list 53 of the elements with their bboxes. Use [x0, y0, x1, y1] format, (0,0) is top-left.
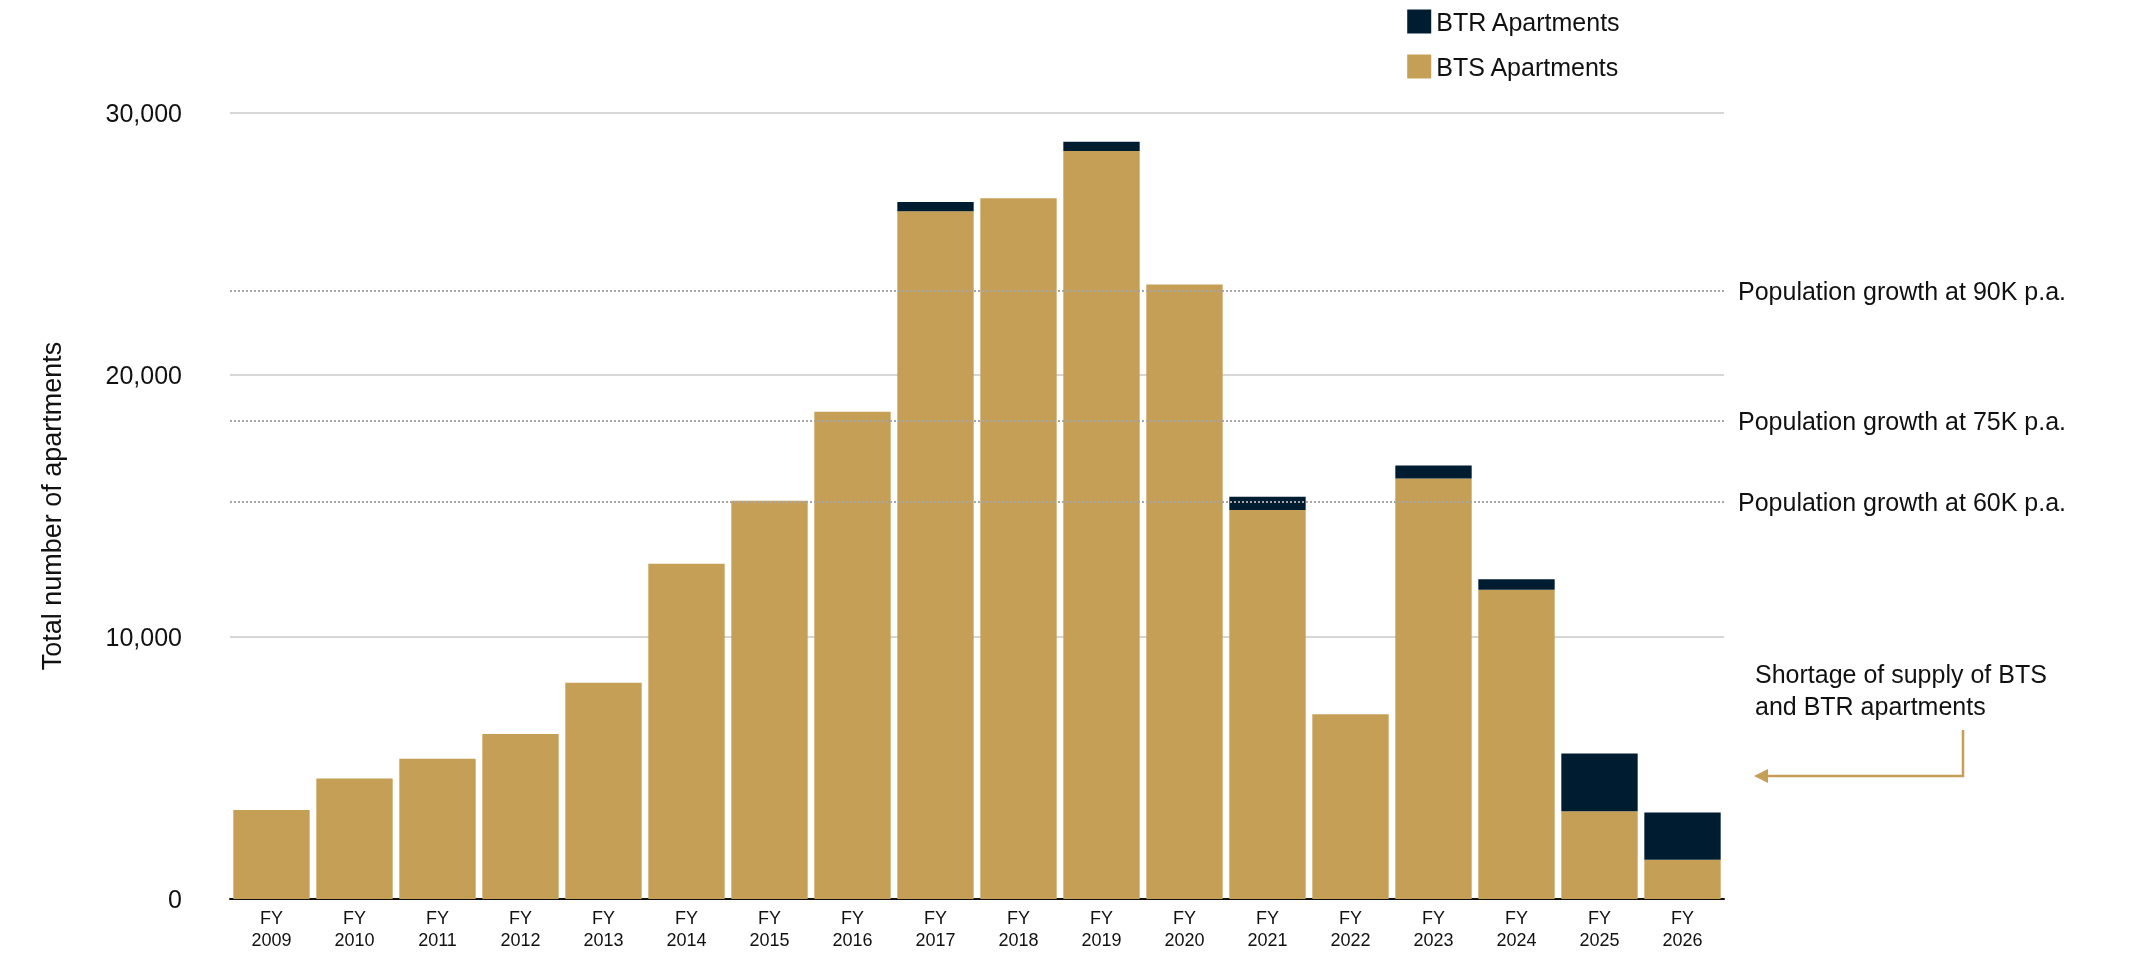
bar: [1478, 579, 1555, 590]
ref-line-label: Population growth at 90K p.a.: [1738, 277, 2067, 306]
bar: [482, 733, 559, 899]
bar: [1644, 812, 1721, 860]
bar: [1395, 465, 1472, 479]
x-tick-label: FY 2017: [915, 908, 956, 950]
bar: [316, 778, 393, 899]
y-tick-label: 30,000: [105, 99, 182, 127]
x-tick-label: FY 2014: [666, 908, 707, 950]
bar: [897, 211, 974, 899]
bar: [814, 411, 891, 899]
x-tick-label: FY 2012: [500, 908, 541, 950]
x-tick-label: FY 2009: [251, 908, 292, 950]
bar: [1561, 811, 1638, 899]
bar: [1312, 714, 1389, 899]
x-tick-label: FY 2013: [583, 908, 624, 950]
text: Shortage of supply of BTS and BTR apartments: [1755, 659, 2048, 722]
x-tick-label: FY 2021: [1247, 908, 1288, 950]
x-tick-label: FY 2015: [749, 908, 790, 950]
x-tick-label: FY 2022: [1330, 908, 1371, 950]
y-tick-label: 10,000: [105, 623, 182, 651]
ref-line-label: Population growth at 60K p.a.: [1738, 488, 2067, 517]
bar: [1561, 753, 1638, 812]
bar: [399, 758, 476, 899]
bar: [1644, 859, 1721, 899]
x-tick-label: FY 2018: [998, 908, 1039, 950]
x-tick-label: FY 2020: [1164, 908, 1205, 950]
legend-label: BTS Apartments: [1436, 52, 1619, 81]
x-tick-label: FY 2025: [1579, 908, 1620, 950]
x-tick-label: FY 2019: [1081, 908, 1122, 950]
x-tick-label: FY 2016: [832, 908, 873, 950]
bar: [565, 682, 642, 899]
bar: [731, 500, 808, 899]
x-tick-label: FY 2010: [334, 908, 375, 950]
ref-line-label: Population growth at 75K p.a.: [1738, 406, 2067, 435]
bar: [233, 809, 310, 899]
bar: [897, 202, 974, 212]
bar: [980, 198, 1057, 899]
bar: [1063, 150, 1140, 899]
x-tick-label: FY 2011: [418, 908, 457, 950]
x-tick-label: FY 2023: [1413, 908, 1454, 950]
bar: [1146, 284, 1223, 899]
bar: [1229, 509, 1306, 899]
bar: [1395, 478, 1472, 899]
y-axis-title: Total number of apartments: [36, 341, 67, 671]
bar: [1063, 141, 1140, 151]
bar: [648, 563, 725, 899]
x-tick-label: FY 2026: [1662, 908, 1703, 950]
y-tick-label: 0: [168, 885, 182, 913]
x-tick-label: FY 2024: [1496, 908, 1537, 950]
y-tick-label: 20,000: [105, 361, 182, 389]
legend-label: BTR Apartments: [1436, 7, 1620, 36]
bar: [1478, 589, 1555, 899]
